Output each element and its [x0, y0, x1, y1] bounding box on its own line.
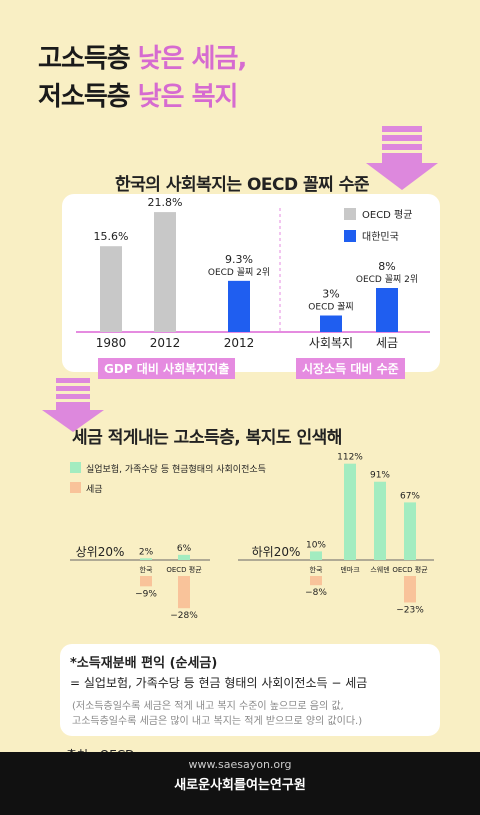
- chart2-transfer-bar: [140, 558, 152, 560]
- chart1-category-label: 사회복지: [309, 336, 353, 350]
- note-box: *소득재분배 편익 (순세금) = 실업보험, 가족수당 등 현금 형태의 사회…: [60, 644, 440, 736]
- chart2-legend-label: 실업보험, 가족수당 등 현금형태의 사회이전소득: [86, 464, 266, 475]
- chart1-legend-swatch: [344, 230, 356, 242]
- chart2-tax-bar: [178, 576, 190, 609]
- chart1-bar: [376, 288, 398, 332]
- note-title: *소득재분배 편익 (순세금): [70, 656, 218, 671]
- chart2-panel-label: 하위20%: [252, 545, 301, 559]
- chart2-transfer-bar: [404, 502, 416, 560]
- chart1-bar-label: 8%: [378, 260, 395, 273]
- chart2-tax-bar: [310, 576, 322, 586]
- chart2-transfer-label: 2%: [139, 547, 154, 557]
- footer-url[interactable]: www.saesayon.org: [188, 758, 292, 771]
- headline-2-dark: 저소득층: [38, 82, 131, 112]
- note-formula: = 실업보험, 가족수당 등 현금 형태의 사회이전소득 − 세금: [70, 676, 368, 690]
- chart1-category-label: 2012: [224, 336, 255, 350]
- footer-org: 새로운사회를여는연구원: [174, 778, 306, 793]
- chart2-transfer-bar: [310, 551, 322, 560]
- footer: www.saesayon.org 새로운사회를여는연구원: [0, 752, 480, 815]
- chart1-bar: [320, 315, 342, 332]
- down-arrow-icon: [366, 126, 438, 190]
- chart2-tax-label: −28%: [170, 611, 198, 621]
- chart1-panel: [62, 194, 440, 372]
- headline-1-pink: 낮은 세금,: [137, 44, 248, 74]
- chart1-left-caption: GDP 대비 사회복지지출: [98, 358, 236, 379]
- chart1-bar: [228, 280, 250, 332]
- chart2-transfer-label: 67%: [400, 491, 420, 501]
- chart1-legend-label: 대한민국: [362, 231, 399, 243]
- headline-1-dark: 고소득층: [38, 44, 131, 74]
- chart1-category-label: 1980: [96, 336, 127, 350]
- section1-title: 한국의 사회복지는 OECD 꼴찌 수준: [115, 175, 370, 195]
- chart1-legend-swatch: [344, 208, 356, 220]
- chart1-bar-label: 21.8%: [148, 196, 183, 209]
- chart2-tax-bar: [404, 576, 416, 603]
- chart2-tax-label: −8%: [305, 588, 327, 598]
- chart2-transfer-bar: [374, 481, 386, 560]
- chart2-transfer-label: 112%: [337, 453, 363, 463]
- chart2-category-label: 스웨덴: [370, 565, 389, 574]
- chart1-bar-label: 15.6%: [94, 230, 129, 243]
- note-explain-2: 고소득층일수록 세금은 많이 내고 복지는 적게 받으므로 양의 값이다.): [72, 716, 363, 727]
- chart1-bar-note: OECD 꼴찌: [308, 302, 353, 313]
- chart2-tax-label: −23%: [396, 605, 424, 615]
- section2-title: 세금 적게내는 고소득층, 복지도 인색해: [72, 428, 342, 448]
- chart1-category-label: 2012: [150, 336, 181, 350]
- chart2-legend-swatch: [70, 482, 81, 493]
- headline-2-pink: 낮은 복지: [137, 82, 239, 112]
- chart2-category-label: OECD 평균: [166, 565, 202, 574]
- chart1-bar-label: 9.3%: [225, 253, 253, 266]
- chart1-legend-label: OECD 평균: [362, 209, 412, 221]
- chart1-bar-label: 3%: [322, 288, 339, 301]
- chart2-transfer-label: 10%: [306, 540, 326, 550]
- chart2-transfer-bar: [344, 463, 356, 560]
- chart2-panel-label: 상위20%: [76, 545, 125, 559]
- chart2-transfer-label: 6%: [177, 544, 192, 554]
- chart2-transfer-bar: [178, 554, 190, 560]
- chart2-transfer-label: 91%: [370, 471, 390, 481]
- chart1-right-caption: 시장소득 대비 수준: [296, 358, 405, 379]
- chart2-category-label: 한국: [140, 566, 153, 574]
- chart2-tax-label: −9%: [135, 589, 157, 599]
- chart1-bar-note: OECD 꼴찌 2위: [208, 267, 270, 278]
- headline-line-1: 고소득층 낮은 세금,: [38, 38, 248, 75]
- chart2-tax-bar: [140, 576, 152, 587]
- chart2-category-label: 덴마크: [340, 565, 360, 574]
- chart1-bar-note: OECD 꼴찌 2위: [356, 274, 418, 285]
- note-explain-1: (저소득층일수록 세금은 적게 내고 복지 수준이 높으므로 음의 값,: [72, 701, 344, 712]
- down-arrow-icon: [42, 378, 104, 432]
- chart2-legend-label: 세금: [86, 484, 103, 495]
- chart2-category-label: OECD 평균: [392, 565, 428, 574]
- headline-line-2: 저소득층 낮은 복지: [38, 76, 239, 113]
- chart1-bar: [100, 246, 122, 332]
- chart1-category-label: 세금: [376, 336, 398, 350]
- chart1-bar: [154, 212, 176, 332]
- chart2-legend-swatch: [70, 462, 81, 473]
- chart2-category-label: 한국: [310, 566, 323, 574]
